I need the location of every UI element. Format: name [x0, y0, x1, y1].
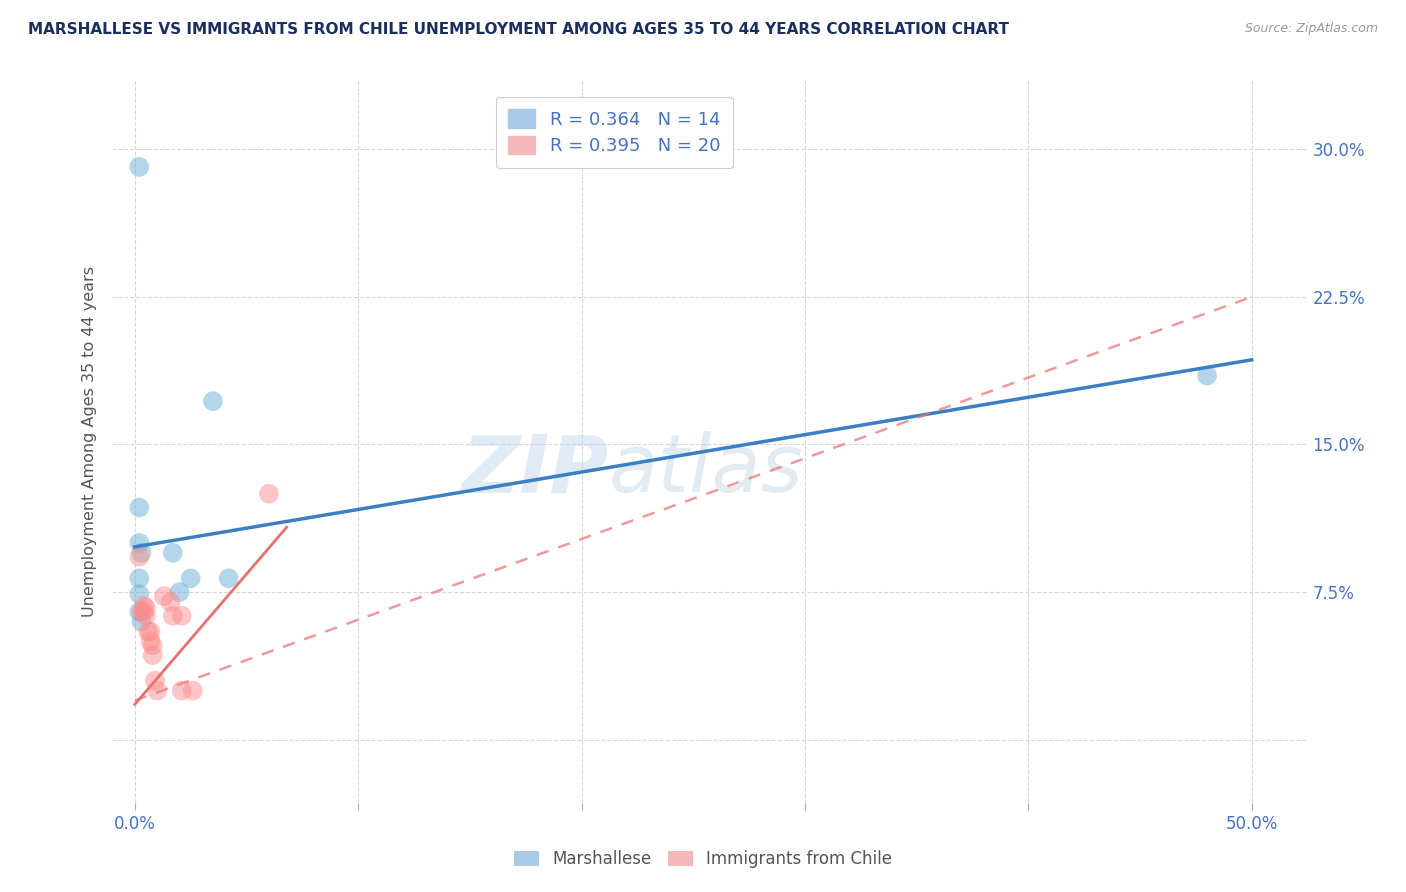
Point: [139, 624, 162, 639]
Point: [135, 608, 157, 623]
Point: [128, 500, 150, 515]
Point: [136, 624, 159, 639]
Point: [142, 648, 165, 662]
Point: [128, 160, 150, 174]
Point: [128, 605, 150, 619]
Point: [170, 683, 193, 698]
Text: Source: ZipAtlas.com: Source: ZipAtlas.com: [1244, 22, 1378, 36]
Point: [131, 605, 153, 619]
Point: [162, 546, 184, 560]
Y-axis label: Unemployment Among Ages 35 to 44 years: Unemployment Among Ages 35 to 44 years: [82, 266, 97, 617]
Point: [128, 587, 150, 601]
Point: [153, 589, 176, 603]
Point: [162, 608, 184, 623]
Point: [143, 673, 166, 688]
Point: [169, 585, 191, 599]
Legend: R = 0.364   N = 14, R = 0.395   N = 20: R = 0.364 N = 14, R = 0.395 N = 20: [496, 96, 733, 168]
Point: [180, 571, 202, 585]
Point: [128, 536, 150, 550]
Point: [170, 608, 193, 623]
Point: [135, 600, 157, 615]
Point: [139, 634, 162, 648]
Point: [257, 486, 280, 500]
Text: ZIP: ZIP: [461, 432, 609, 509]
Text: atlas: atlas: [609, 432, 803, 509]
Point: [159, 595, 181, 609]
Legend: Marshallese, Immigrants from Chile: Marshallese, Immigrants from Chile: [508, 844, 898, 875]
Point: [181, 683, 204, 698]
Point: [142, 638, 165, 652]
Point: [128, 571, 150, 585]
Point: [218, 571, 240, 585]
Point: [1197, 368, 1219, 383]
Point: [128, 549, 150, 564]
Point: [132, 605, 155, 619]
Point: [146, 683, 169, 698]
Point: [201, 394, 224, 409]
Point: [132, 599, 155, 613]
Text: MARSHALLESE VS IMMIGRANTS FROM CHILE UNEMPLOYMENT AMONG AGES 35 TO 44 YEARS CORR: MARSHALLESE VS IMMIGRANTS FROM CHILE UNE…: [28, 22, 1010, 37]
Point: [131, 546, 153, 560]
Point: [131, 615, 153, 629]
